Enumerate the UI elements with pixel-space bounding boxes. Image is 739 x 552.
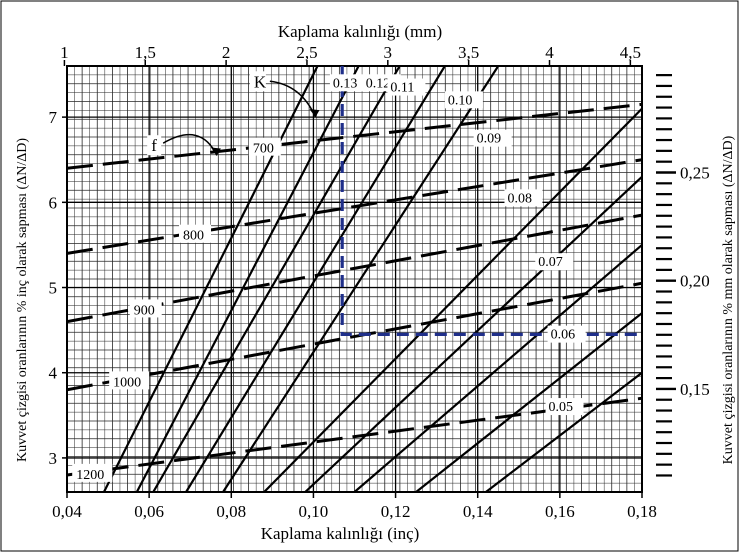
solid-label-bg	[504, 189, 543, 207]
annotation-k-arrowhead	[309, 109, 320, 118]
solid-label: 0.09	[477, 132, 502, 147]
annotations: Kf	[147, 71, 320, 156]
top-tick-label: 2	[222, 43, 231, 62]
solid-line-0.08	[263, 107, 642, 492]
dashed-label-bg	[109, 371, 150, 390]
solid-line-0.13	[102, 66, 319, 492]
solid-label: 0.07	[538, 255, 563, 270]
annotation-k: K	[254, 72, 267, 91]
solid-series-group	[102, 66, 642, 492]
dashed-label-bg	[248, 137, 281, 156]
solid-label: 0.12	[366, 76, 391, 91]
solid-label-bg	[387, 78, 426, 96]
top-tick-label: 3	[384, 43, 393, 62]
x-tick-label: 0,10	[299, 502, 329, 521]
solid-label-bg	[444, 91, 483, 109]
x-tick-label: 0,06	[134, 502, 164, 521]
solid-line-unlabeled	[485, 371, 642, 492]
x-tick-label: 0,18	[627, 502, 657, 521]
solid-label: 0.05	[549, 400, 574, 415]
y-axis-right: 0,15 0,20 0,25	[656, 74, 710, 477]
right-tick-label: 0,20	[680, 272, 710, 291]
solid-label-bg	[547, 325, 586, 343]
left-axis-title: Kuvvet çizgisi oranlarının % inç olarak …	[15, 138, 30, 462]
solid-labels: 0.13 0.12 0.11 0.10 0.09 0.08 0.07 0.06 0.05	[329, 74, 586, 416]
y-tick-label: 6	[49, 193, 58, 212]
dashed-label: 700	[253, 142, 274, 157]
y-tick-label: 7	[49, 108, 58, 127]
solid-line-0.05	[415, 312, 642, 492]
solid-label: 0.13	[333, 76, 358, 91]
x-axis: 0,04 0,06 0,08 0,10 0,12 0,14 0,16 0,18	[52, 492, 657, 521]
x-tick-label: 0,16	[545, 502, 575, 521]
x-tick-label: 0,14	[463, 502, 493, 521]
top-tick-label: 4,5	[620, 43, 641, 62]
top-tick-label: 4	[545, 43, 554, 62]
dashed-line-800	[67, 158, 642, 255]
top-tick-label: 1,5	[135, 43, 156, 62]
dashed-label: 900	[134, 303, 155, 318]
dashed-label-bg	[179, 224, 211, 243]
y-tick-label: 5	[49, 279, 58, 298]
solid-line-0.10	[185, 66, 446, 492]
x-tick-label: 0,12	[381, 502, 411, 521]
dashed-line-900	[67, 213, 642, 324]
solid-label: 0.06	[551, 328, 576, 343]
dashed-labels: 700 800 900 1000 1200	[72, 137, 281, 483]
solid-line-0.12	[135, 66, 360, 492]
solid-line-0.11	[152, 66, 401, 492]
dashed-label: 800	[183, 229, 204, 244]
y-axis-left: 3 4 5 6 7	[49, 108, 67, 468]
dashed-label: 1000	[113, 375, 141, 390]
top-tick-label: 3,5	[458, 43, 479, 62]
annotation-k-bg	[249, 71, 266, 92]
y-tick-label: 3	[49, 449, 58, 468]
solid-label: 0.11	[390, 81, 414, 96]
x-axis-title: Kaplama kalınlığı (inç)	[261, 524, 420, 543]
dashed-label-bg	[72, 463, 113, 482]
solid-label: 0.10	[448, 93, 473, 108]
guide-line	[340, 66, 642, 336]
solid-line-0.06	[353, 244, 642, 492]
dashed-line-700	[67, 102, 642, 170]
right-axis-title: Kuvvet çizgisi oranlarının % mm olarak s…	[721, 135, 736, 464]
annotation-f-bg	[147, 135, 162, 156]
solid-label: 0.08	[507, 191, 532, 206]
top-tick-label: 2,5	[296, 43, 317, 62]
plot-area: 0.13 0.12 0.11 0.10 0.09 0.08 0.07 0.06 0.05 700 8…	[49, 43, 710, 521]
dashed-label: 1200	[76, 468, 104, 483]
top-tick-label: 1	[60, 43, 69, 62]
solid-line-0.09	[222, 66, 500, 492]
dashed-line-1000	[67, 281, 642, 392]
right-tick-label: 0,25	[680, 164, 710, 183]
annotation-f-arrowhead	[210, 147, 221, 156]
solid-label-bg	[329, 74, 368, 92]
solid-label-bg	[545, 398, 584, 416]
right-tick-label: 0,15	[680, 380, 710, 399]
solid-label-bg	[535, 253, 574, 271]
grid	[66, 65, 643, 493]
top-axis: 1 1,5 2 2,5 3 3,5 4 4,5	[60, 43, 641, 66]
x-tick-label: 0,08	[216, 502, 246, 521]
dashed-label-bg	[129, 299, 162, 318]
solid-label-bg	[473, 129, 512, 147]
annotation-f: f	[151, 136, 157, 155]
y-tick-label: 4	[49, 364, 58, 383]
top-axis-title: Kaplama kalınlığı (mm)	[278, 22, 442, 41]
x-tick-label: 0,04	[52, 502, 82, 521]
